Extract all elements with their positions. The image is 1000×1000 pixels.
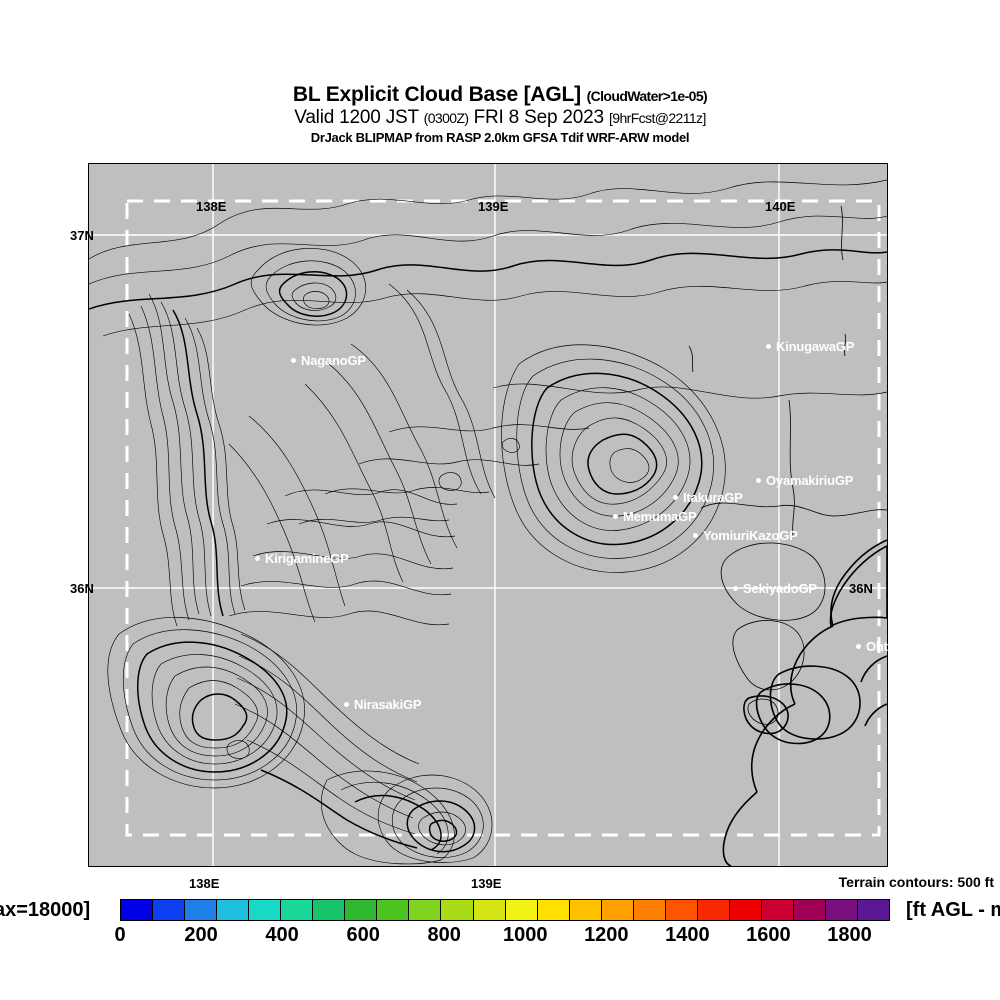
color-scale-bar[interactable] [120, 899, 890, 921]
terrain-contours [89, 179, 887, 866]
map-site-marker[interactable]: KirigamineGP [255, 551, 349, 566]
color-swatch [249, 900, 282, 920]
site-dot-icon [856, 644, 861, 650]
color-swatch [473, 900, 506, 920]
site-label: ItakuraGP [683, 490, 743, 505]
color-swatch [537, 900, 570, 920]
map-site-marker[interactable]: YomiuriKazoGP [693, 528, 798, 543]
map-site-marker[interactable]: FujikawaGP [386, 869, 468, 884]
valid-time: Valid 1200 JST [294, 107, 419, 128]
color-scale-tick-label: 0 [114, 924, 126, 946]
site-dot-icon [344, 702, 349, 708]
map-site-marker[interactable]: OhtoneGP [856, 639, 929, 654]
terrain-contour-note: Terrain contours: 500 ft [838, 874, 994, 890]
map-site-marker[interactable]: KinugawaGP [766, 339, 854, 354]
legend-left-note: ax=18000] [0, 899, 91, 921]
site-dot-icon [255, 556, 260, 562]
color-swatch [697, 900, 730, 920]
valid-date: FRI 8 Sep 2023 [473, 107, 604, 128]
color-scale-tick-label: 1200 [584, 924, 629, 946]
site-dot-icon [386, 874, 391, 880]
color-swatch [761, 900, 794, 920]
map-site-marker[interactable]: MemumaGP [613, 509, 697, 524]
color-scale-tick-label: 800 [427, 924, 461, 946]
color-swatch [409, 900, 442, 920]
forecast-hour: [9hrFcst@2211z] [608, 110, 706, 126]
valid-utc: (0300Z) [423, 110, 469, 126]
color-swatch [153, 900, 186, 920]
color-swatch [505, 900, 538, 920]
site-dot-icon [291, 358, 296, 364]
map-site-marker[interactable]: NirasakiGP [344, 697, 422, 712]
graticule-label: 140E [765, 199, 796, 214]
map-site-marker[interactable]: NaganoGP [291, 353, 366, 368]
graticule-label: 36N [70, 581, 94, 596]
site-label: OyamakiriuGP [766, 473, 854, 488]
site-label: OhtoneGP [866, 639, 929, 654]
site-label: MemumaGP [623, 509, 697, 524]
color-scale-tick-label: 1000 [503, 924, 548, 946]
color-swatch [858, 900, 890, 920]
color-swatch [121, 900, 154, 920]
legend-right-note: [ft AGL - m [906, 899, 1000, 921]
color-swatch [377, 900, 410, 920]
model-attribution: DrJack BLIPMAP from RASP 2.0km GFSA Tdif… [310, 130, 690, 145]
color-scale-swatches [120, 899, 890, 921]
site-label: FujikawaGP [396, 869, 468, 884]
graticule-lines [89, 164, 887, 866]
map-site-marker[interactable]: OyamakiriuGP [756, 473, 853, 488]
color-scale-tick-label: 200 [184, 924, 218, 946]
site-label: SekiyadoGP [743, 581, 817, 596]
site-dot-icon [756, 478, 761, 484]
map-contour-canvas [89, 164, 887, 866]
title-main-line: BL Explicit Cloud Base [AGL] (CloudWater… [0, 84, 1000, 105]
color-swatch [793, 900, 827, 920]
map-site-marker[interactable]: ItakuraGP [673, 490, 743, 505]
chart-title-block: BL Explicit Cloud Base [AGL] (CloudWater… [0, 84, 1000, 144]
color-scale-tick-label: 400 [265, 924, 299, 946]
site-dot-icon [613, 514, 618, 520]
color-scale-ticks: 0 200 400 600 800 1000 1200 1400 1600 1800 [0, 924, 1000, 950]
map-panel[interactable] [88, 163, 888, 867]
color-swatch [665, 900, 698, 920]
coastline [722, 539, 887, 866]
site-label: YomiuriKazoGP [703, 528, 798, 543]
color-swatch [313, 900, 346, 920]
graticule-label: 138E [189, 876, 220, 891]
color-swatch [441, 900, 474, 920]
site-dot-icon [766, 344, 771, 350]
color-swatch [185, 900, 218, 920]
site-dot-icon [693, 533, 698, 539]
color-swatch [633, 900, 666, 920]
site-label: KirigamineGP [265, 551, 349, 566]
color-scale-tick-label: 600 [346, 924, 380, 946]
color-swatch [281, 900, 314, 920]
graticule-label: 36N [849, 581, 873, 596]
site-label: NaganoGP [301, 353, 366, 368]
map-site-marker[interactable]: SekiyadoGP [733, 581, 817, 596]
graticule-label: 37N [70, 228, 94, 243]
site-dot-icon [673, 495, 678, 501]
color-swatch [729, 900, 762, 920]
title-main-subscript: (CloudWater>1e-05) [586, 88, 708, 104]
color-scale-tick-label: 1600 [746, 924, 791, 946]
model-domain-box [125, 199, 881, 837]
color-swatch [826, 900, 859, 920]
graticule-label: 138E [196, 199, 227, 214]
color-swatch [217, 900, 250, 920]
color-swatch [601, 900, 634, 920]
site-label: KinugawaGP [776, 339, 855, 354]
color-swatch [569, 900, 602, 920]
color-swatch [345, 900, 378, 920]
color-scale-tick-label: 1800 [827, 924, 872, 946]
title-valid-line: Valid 1200 JST (0300Z) FRI 8 Sep 2023 [9… [0, 108, 1000, 127]
site-dot-icon [733, 586, 738, 592]
graticule-label: 139E [471, 876, 502, 891]
title-main-text: BL Explicit Cloud Base [AGL] [292, 83, 581, 106]
site-label: NirasakiGP [354, 697, 422, 712]
graticule-label: 139E [478, 199, 509, 214]
color-scale-tick-label: 1400 [665, 924, 710, 946]
